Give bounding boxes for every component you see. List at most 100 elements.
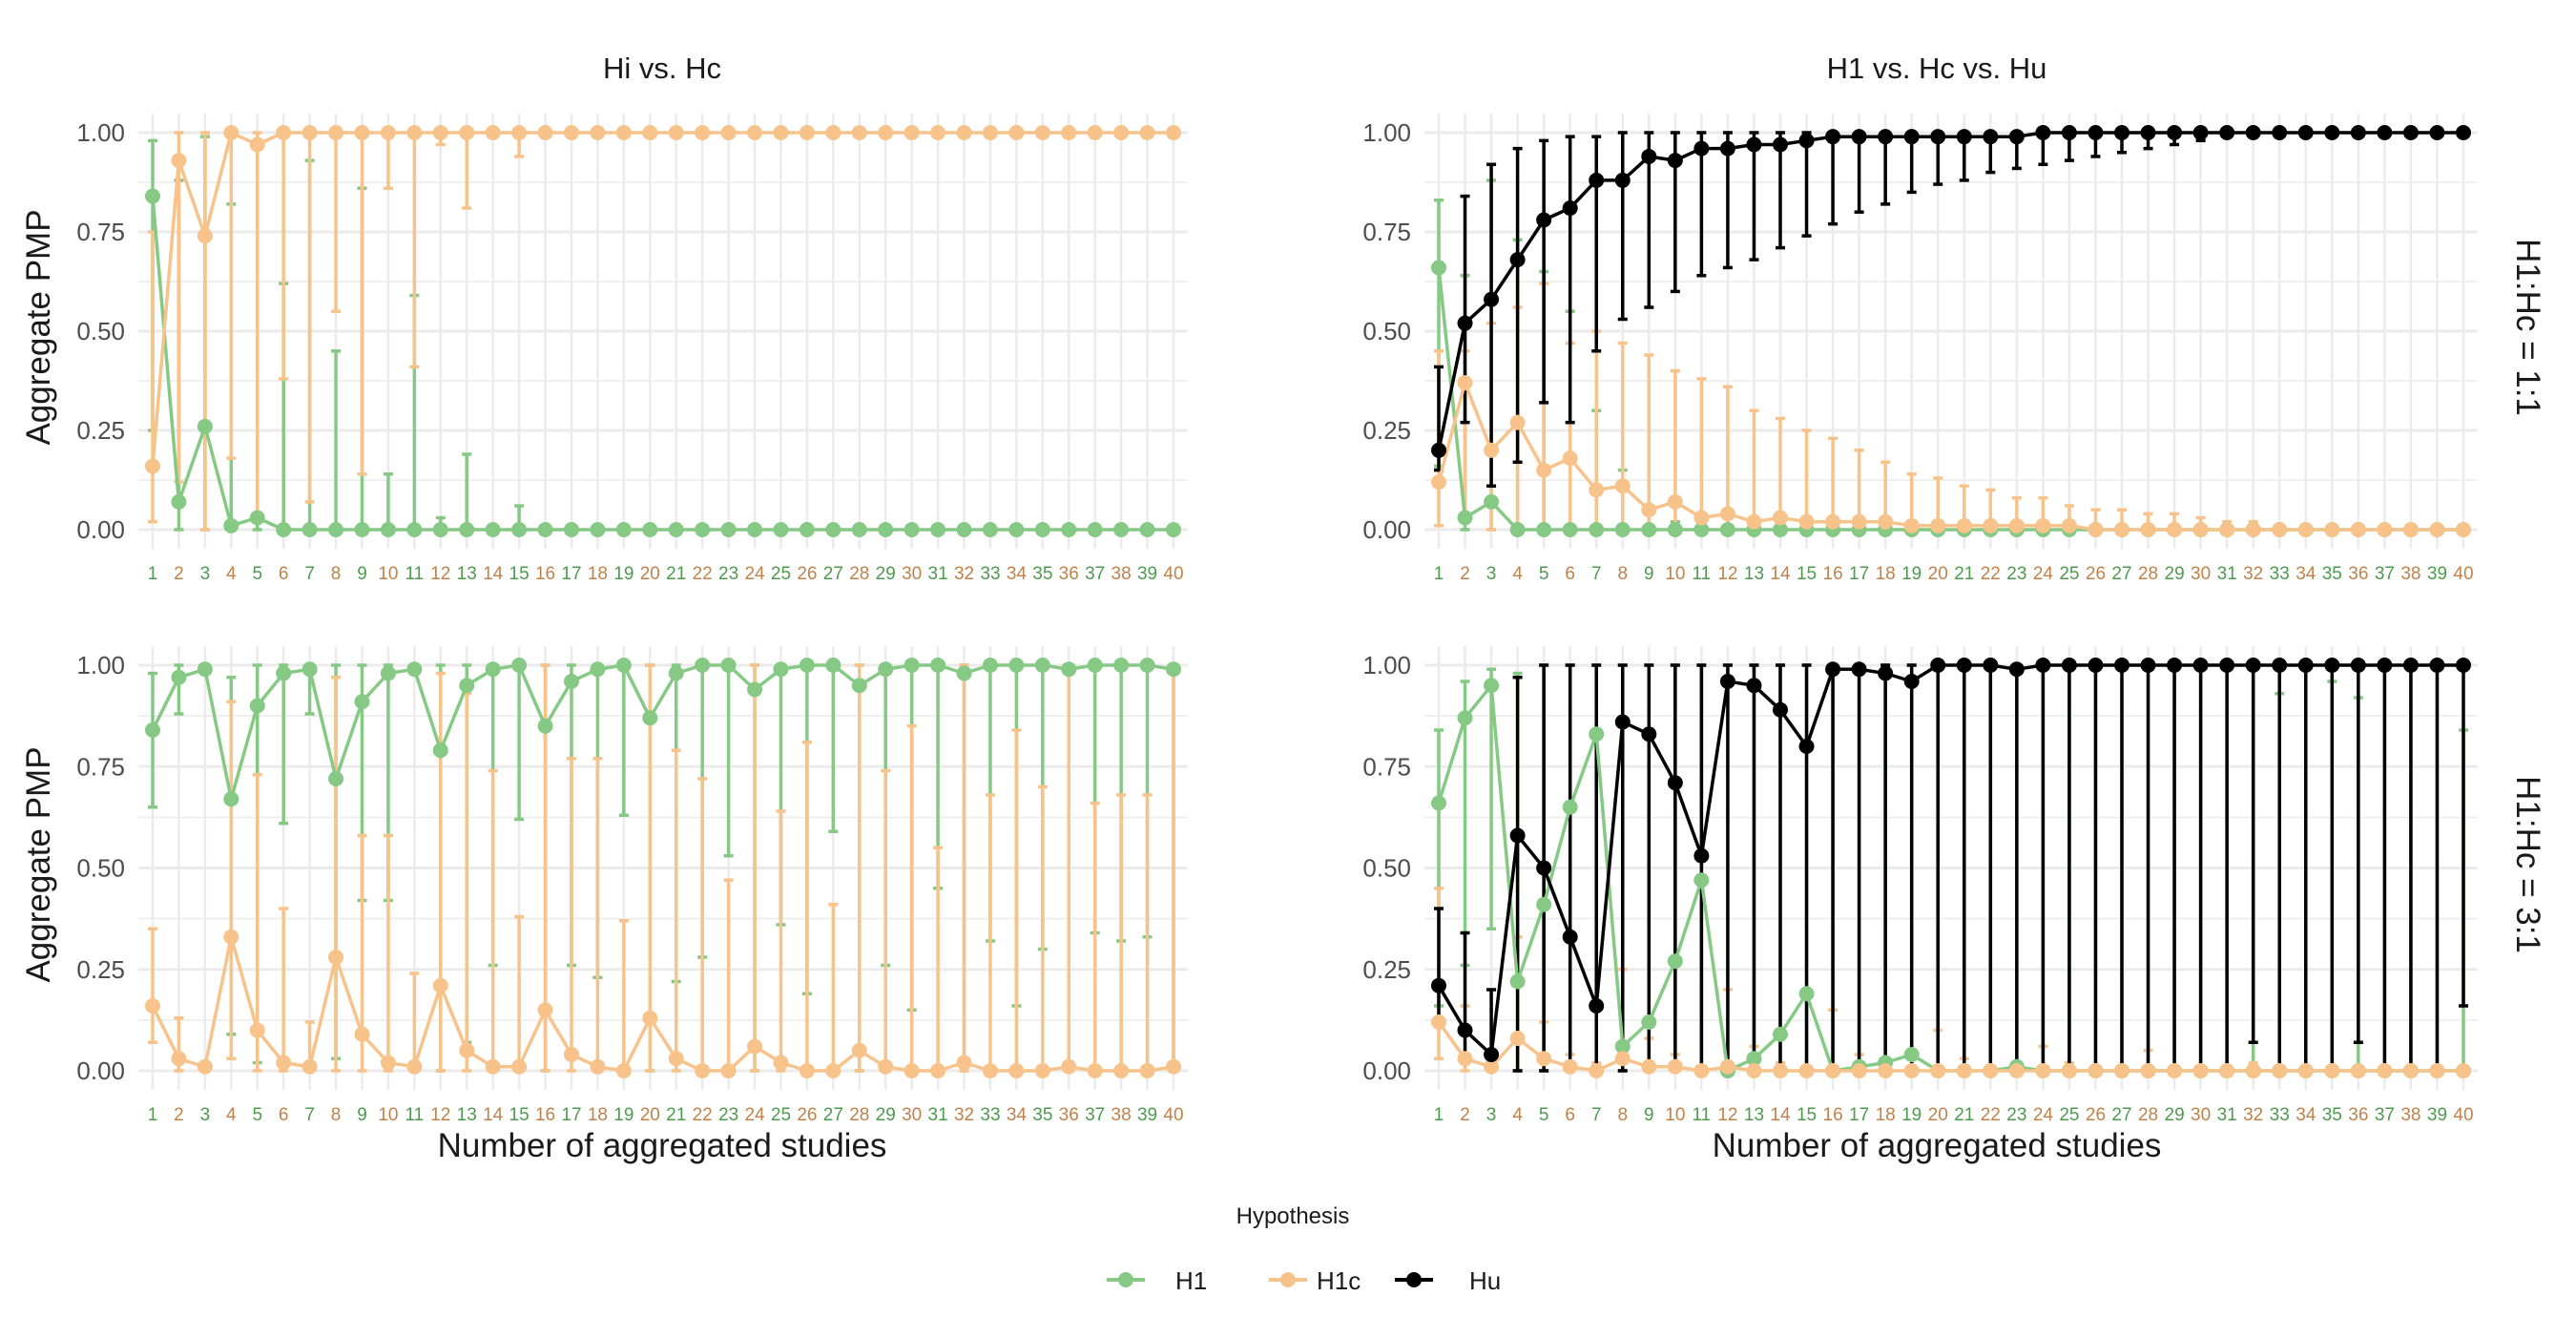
data-point-h1: [1166, 522, 1181, 537]
x-tick-label: 28: [2138, 564, 2158, 584]
data-point-h1: [1641, 522, 1657, 537]
data-point-h1c: [2456, 522, 2471, 537]
data-point-hu: [2035, 125, 2051, 140]
data-point-h1c: [459, 125, 475, 140]
data-point-h1: [1641, 1014, 1657, 1030]
x-tick-label: 24: [2033, 564, 2054, 584]
series-h1c-points: [145, 125, 1181, 474]
data-point-h1: [1614, 522, 1631, 537]
data-point-h1: [171, 493, 187, 510]
data-point-h1c: [1641, 1058, 1657, 1075]
x-tick-label: 11: [1693, 564, 1712, 584]
data-point-h1c: [1562, 1058, 1578, 1075]
x-tick-label: 37: [2375, 564, 2395, 584]
data-point-h1c: [799, 125, 815, 140]
x-tick-label: 33: [2270, 564, 2290, 584]
x-tick-label: 34: [2296, 1105, 2316, 1125]
y-tick-label: 0.75: [1362, 218, 1411, 246]
x-tick-label: 34: [1007, 564, 1028, 584]
x-tick-label: 15: [1797, 564, 1817, 584]
x-tick-label: 12: [1717, 564, 1737, 584]
data-point-h1c: [1431, 1014, 1446, 1030]
data-point-h1: [1693, 872, 1710, 888]
data-point-h1: [276, 665, 292, 681]
x-tick-label: 38: [2400, 1105, 2420, 1125]
data-point-h1c: [1087, 125, 1103, 140]
data-point-h1c: [2035, 517, 2051, 533]
y-tick-label: 0.50: [1362, 854, 1411, 883]
y-axis-label-row1: Aggregate PMP: [20, 209, 57, 445]
data-point-hu: [2402, 658, 2419, 673]
x-tick-label: 25: [771, 564, 791, 584]
data-point-h1c: [930, 1063, 946, 1078]
data-point-h1: [1061, 522, 1077, 537]
data-point-h1: [301, 661, 318, 678]
data-point-h1c: [1589, 1063, 1605, 1078]
data-point-h1: [720, 522, 737, 537]
data-point-h1c: [380, 1055, 396, 1071]
x-tick-label: 8: [1617, 1105, 1628, 1125]
data-point-h1: [328, 771, 344, 786]
x-tick-label: 14: [483, 1105, 504, 1125]
strip-title-right: H1 vs. Hc vs. Hu: [1827, 52, 2047, 85]
data-point-h1c: [1667, 1058, 1683, 1075]
data-point-hu: [2140, 125, 2156, 140]
x-tick-label: 35: [2322, 564, 2342, 584]
y-tick-label: 0.50: [76, 854, 125, 883]
data-point-h1: [773, 661, 789, 678]
data-point-h1c: [1798, 513, 1815, 530]
data-point-h1: [1589, 522, 1605, 537]
data-point-hu: [1484, 1047, 1500, 1062]
data-point-h1c: [1536, 1051, 1552, 1067]
x-tick-label: 37: [1085, 564, 1105, 584]
data-point-hu: [2377, 658, 2393, 673]
series-line-h1: [151, 196, 1174, 532]
data-point-h1c: [2167, 1063, 2183, 1078]
data-point-h1c: [695, 1063, 711, 1078]
data-point-hu: [1614, 172, 1631, 188]
x-tick-label: 6: [279, 564, 289, 584]
x-tick-label: 29: [2165, 564, 2185, 584]
data-point-h1c: [406, 1058, 423, 1075]
y-tick-label: 0.25: [76, 416, 125, 445]
x-tick-label: 3: [1486, 1105, 1497, 1125]
x-tick-label: 31: [2217, 564, 2237, 584]
data-point-hu: [2245, 658, 2261, 673]
data-point-h1: [1667, 953, 1683, 970]
data-point-h1: [1903, 1047, 1920, 1062]
series-hu-points: [1431, 125, 2471, 458]
y-tick-label: 0.75: [76, 752, 125, 781]
data-point-h1c: [1825, 1063, 1841, 1078]
legend: Hypothesis H1 H1c Hu: [1107, 1203, 1501, 1295]
data-point-h1: [1562, 522, 1578, 537]
y-tick-label: 1.00: [1362, 118, 1411, 147]
x-tick-label: 30: [902, 564, 922, 584]
data-point-h1c: [1484, 442, 1500, 458]
x-tick-label: 14: [1770, 1105, 1791, 1125]
x-tick-label: 28: [2138, 1105, 2158, 1125]
data-point-h1: [773, 522, 789, 537]
x-tick-label: 4: [1512, 564, 1523, 584]
data-point-h1c: [1139, 1063, 1155, 1078]
x-tick-label: 7: [304, 564, 315, 584]
series-h1-points: [145, 658, 1181, 807]
data-point-hu: [1667, 153, 1683, 169]
data-point-h1: [747, 522, 763, 537]
x-tick-label: 18: [1876, 564, 1896, 584]
data-point-h1: [851, 522, 867, 537]
data-point-h1: [1113, 522, 1130, 537]
data-point-hu: [2297, 125, 2314, 140]
x-tick-label: 3: [1486, 564, 1497, 584]
x-axis-label-right: Number of aggregated studies: [1713, 1127, 2162, 1164]
data-point-h1c: [2008, 517, 2025, 533]
data-point-h1c: [145, 998, 160, 1014]
data-point-h1: [511, 658, 528, 673]
x-tick-label: 1: [1434, 1105, 1444, 1125]
data-point-h1c: [851, 1042, 867, 1058]
data-point-h1c: [982, 125, 998, 140]
data-point-h1c: [695, 125, 711, 140]
x-tick-label: 1: [1434, 564, 1444, 584]
x-tick-label: 2: [174, 1105, 184, 1125]
data-point-h1c: [2192, 522, 2209, 537]
x-tick-label: 5: [1539, 564, 1549, 584]
